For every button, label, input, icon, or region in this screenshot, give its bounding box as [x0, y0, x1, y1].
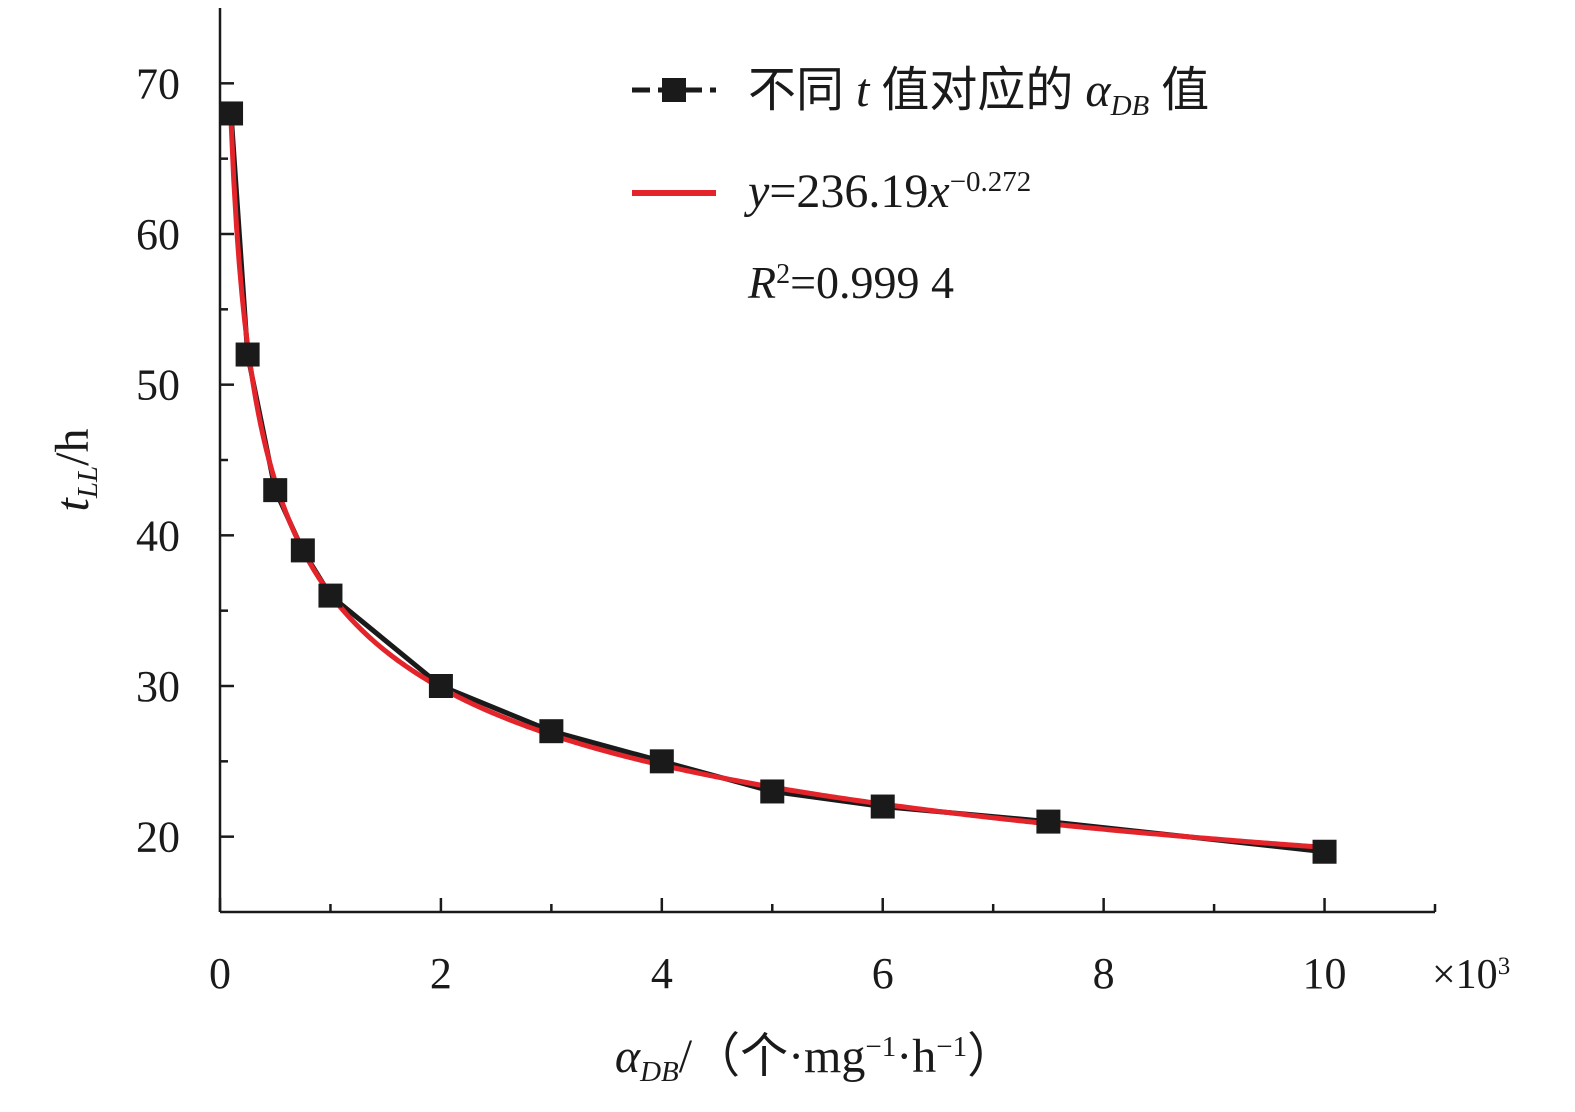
r-squared-annotation: R2=0.999 4 [747, 257, 954, 308]
data-series-line [228, 113, 1325, 855]
legend-data-label: 不同 t 值对应的 αDB 值 [748, 64, 1209, 122]
x-tick-label: 10 [1303, 949, 1347, 998]
y-tick-label: 60 [136, 210, 180, 259]
data-point-marker [1312, 839, 1337, 864]
y-tick-label: 40 [136, 511, 180, 560]
x-tick-label: 6 [872, 949, 894, 998]
legend-fit-equation: y=236.19x−0.272 [743, 165, 1031, 218]
data-point-marker [235, 342, 260, 367]
legend-square-marker [662, 78, 686, 102]
fit-curve-line [228, 120, 1325, 850]
legend: 不同 t 值对应的 αDB 值 y=236.19x−0.272 R2=0.999 4 [632, 64, 1209, 308]
y-tick-label: 20 [136, 813, 180, 862]
tick-labels: 0 2 4 6 8 10 20 30 40 50 60 70 [136, 59, 1347, 998]
x-axis-title: αDB/（个·mg−1·h−1） [615, 1030, 1015, 1088]
axes [218, 8, 1435, 914]
x-tick-label: 4 [651, 949, 673, 998]
x-axis-multiplier: ×103 [1432, 952, 1510, 998]
data-point-marker [649, 749, 674, 774]
y-tick-label: 50 [136, 361, 180, 410]
data-point-marker [539, 719, 564, 744]
data-point-marker [263, 478, 288, 503]
data-point-marker [760, 779, 785, 804]
x-tick-label: 8 [1093, 949, 1115, 998]
y-tick-label: 30 [136, 662, 180, 711]
y-axis-title: tLL/h [46, 429, 104, 512]
data-point-marker [870, 794, 895, 819]
data-point-marker [428, 674, 453, 698]
data-point-marker [318, 583, 343, 608]
x-tick-label: 2 [430, 949, 452, 998]
data-point-marker [290, 538, 315, 563]
x-tick-label: 0 [209, 949, 231, 998]
ticks [218, 82, 1437, 912]
data-point-marker [1036, 809, 1061, 834]
series-layer [219, 101, 1337, 864]
y-tick-label: 70 [136, 59, 180, 108]
data-point-marker [219, 101, 244, 126]
